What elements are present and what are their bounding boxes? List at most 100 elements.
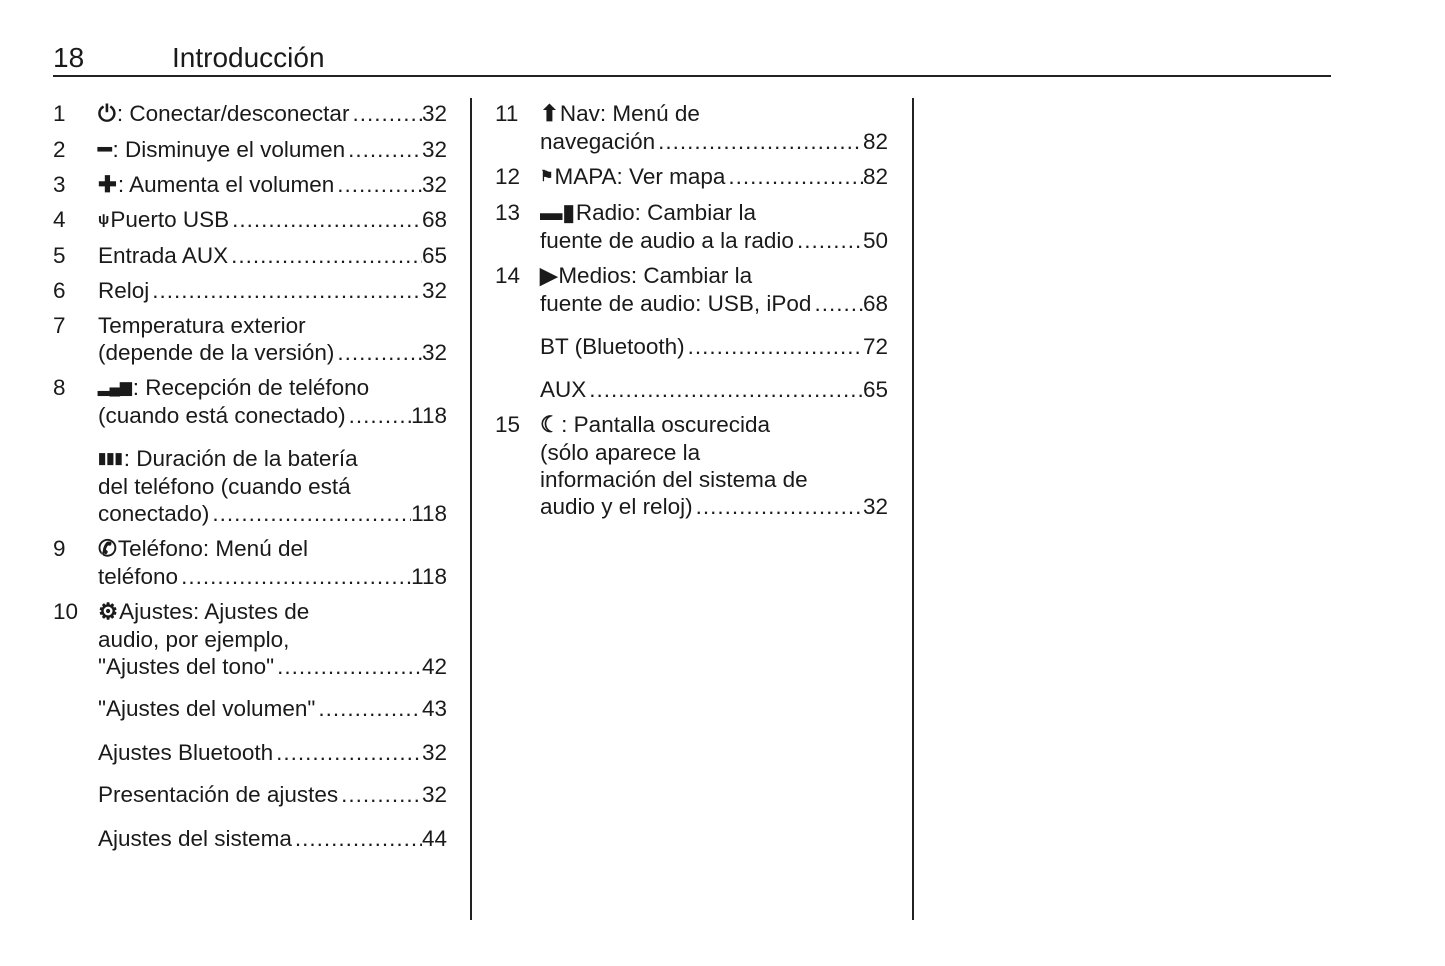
flag-icon: ⚑ xyxy=(540,168,554,185)
item-text: información del sistema de xyxy=(540,467,808,492)
item-text: teléfono xyxy=(98,564,179,589)
list-item-line: ✚: Aumenta el volumen 32 xyxy=(98,171,447,199)
page-reference[interactable]: 118 xyxy=(411,403,447,428)
power-icon: ⏻ xyxy=(98,101,116,126)
page-reference[interactable]: 43 xyxy=(421,696,447,721)
item-number: 7 xyxy=(53,313,66,338)
header-divider xyxy=(53,75,1331,77)
page-reference[interactable]: 72 xyxy=(862,334,888,359)
item-text: : Pantalla oscurecida xyxy=(561,412,771,437)
list-item-line: BT (Bluetooth) 72 xyxy=(540,333,888,361)
list-item-line: (sólo aparece la xyxy=(540,439,700,467)
item-text: AUX xyxy=(540,377,587,402)
item-text: (sólo aparece la xyxy=(540,440,701,465)
list-item-line: Ajustes Bluetooth 32 xyxy=(98,739,447,767)
item-text: Medios: Cambiar la xyxy=(558,263,753,288)
page-reference[interactable]: 82 xyxy=(862,129,888,154)
item-text: fuente de audio: USB, iPod xyxy=(540,291,812,316)
list-item-line: Ajustes del sistema 44 xyxy=(98,825,447,853)
dot-leader xyxy=(725,163,863,191)
item-text: Presentación de ajustes xyxy=(98,782,339,807)
dot-leader xyxy=(229,206,422,234)
list-item-line: teléfono 118 xyxy=(98,563,447,591)
column-divider xyxy=(470,98,472,920)
list-item-line: "Ajustes del volumen" 43 xyxy=(98,695,447,723)
item-text: Ajustes del sistema xyxy=(98,826,292,851)
page-reference[interactable]: 32 xyxy=(421,101,447,126)
list-item-line: Temperatura exterior xyxy=(98,312,306,340)
minus-icon: ━ xyxy=(98,137,112,162)
page-reference[interactable]: 65 xyxy=(862,377,888,402)
item-number: 13 xyxy=(495,200,521,225)
page-reference[interactable]: 32 xyxy=(862,494,888,519)
page-reference[interactable]: 32 xyxy=(421,740,447,765)
item-text: Nav: Menú de xyxy=(559,101,700,126)
list-item-line: ▬▮ Radio: Cambiar la xyxy=(540,199,756,227)
item-text: Ajustes: Ajustes de xyxy=(119,599,310,624)
item-number: 11 xyxy=(495,101,519,126)
list-item-line: fuente de audio a la radio 50 xyxy=(540,227,888,255)
page-reference[interactable]: 50 xyxy=(862,228,888,253)
page-reference[interactable]: 68 xyxy=(862,291,888,316)
item-text: MAPA: Ver mapa xyxy=(554,164,726,189)
gear-icon: ⚙ xyxy=(98,599,119,624)
list-item-line: Entrada AUX 65 xyxy=(98,242,447,270)
page-reference[interactable]: 32 xyxy=(421,782,447,807)
page-reference[interactable]: 32 xyxy=(421,137,447,162)
dot-leader xyxy=(334,339,422,367)
dot-leader xyxy=(346,402,411,430)
page-reference[interactable]: 32 xyxy=(421,278,447,303)
item-text: Reloj xyxy=(98,278,150,303)
list-item-line: (depende de la versión) 32 xyxy=(98,339,447,367)
page-reference[interactable]: 82 xyxy=(862,164,888,189)
dot-leader xyxy=(586,376,863,404)
plus-icon: ✚ xyxy=(98,172,117,197)
list-item-line: audio, por ejemplo, xyxy=(98,626,289,654)
list-item-line: ▮▮▮: Duración de la batería xyxy=(98,445,358,473)
item-text: "Ajustes del tono" xyxy=(98,654,275,679)
page-reference[interactable]: 42 xyxy=(421,654,447,679)
item-text: audio y el reloj) xyxy=(540,494,693,519)
item-number: 8 xyxy=(53,375,66,400)
dot-leader xyxy=(794,227,863,255)
phone-icon: ✆ xyxy=(98,536,117,561)
page-reference[interactable]: 118 xyxy=(411,501,447,526)
list-item-line: conectado) 118 xyxy=(98,500,447,528)
item-text: del teléfono (cuando está xyxy=(98,474,351,499)
page-reference[interactable]: 65 xyxy=(421,243,447,268)
list-item-line: fuente de audio: USB, iPod 68 xyxy=(540,290,888,318)
page-reference[interactable]: 44 xyxy=(421,826,447,851)
dot-leader xyxy=(274,653,422,681)
item-text: Puerto USB xyxy=(110,207,230,232)
item-text: (cuando está conectado) xyxy=(98,403,346,428)
item-number: 6 xyxy=(53,278,66,303)
dot-leader xyxy=(338,781,422,809)
list-item-line: Presentación de ajustes 32 xyxy=(98,781,447,809)
dot-leader xyxy=(292,825,422,853)
page-number: 18 xyxy=(53,42,85,73)
item-text: fuente de audio a la radio xyxy=(540,228,794,253)
item-text: : Recepción de teléfono xyxy=(132,375,370,400)
usb-icon: ψ xyxy=(98,211,110,228)
dot-leader xyxy=(228,242,422,270)
list-item-line: ▂▄▆: Recepción de teléfono xyxy=(98,374,369,402)
item-number: 14 xyxy=(495,263,521,288)
dot-leader xyxy=(345,136,422,164)
page-reference[interactable]: 118 xyxy=(411,564,447,589)
list-item-line: ☾: Pantalla oscurecida xyxy=(540,411,770,439)
item-text: Ajustes Bluetooth xyxy=(98,740,274,765)
item-text: : Disminuye el volumen xyxy=(112,137,346,162)
item-text: : Duración de la batería xyxy=(123,446,358,471)
item-text: Temperatura exterior xyxy=(98,313,306,338)
moon-icon: ☾ xyxy=(540,412,561,437)
item-text: navegación xyxy=(540,129,656,154)
item-text: Entrada AUX xyxy=(98,243,229,268)
column-divider xyxy=(912,98,914,920)
list-item-line: ⬆ Nav: Menú de xyxy=(540,100,700,128)
dot-leader xyxy=(349,100,422,128)
list-item-line: ⚑MAPA: Ver mapa 82 xyxy=(540,163,888,191)
page-reference[interactable]: 68 xyxy=(421,207,447,232)
page-reference[interactable]: 32 xyxy=(421,340,447,365)
page-reference[interactable]: 32 xyxy=(421,172,447,197)
item-text: BT (Bluetooth) xyxy=(540,334,685,359)
